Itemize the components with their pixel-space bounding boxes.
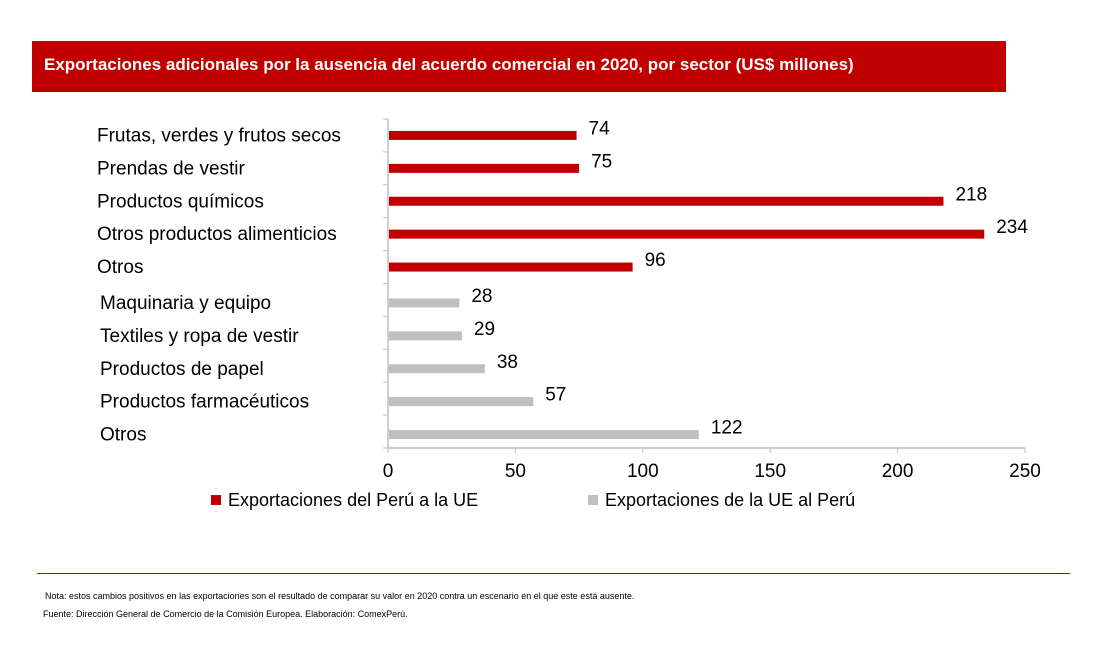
data-label: 75 <box>591 151 612 172</box>
category-label: Productos de papel <box>100 359 264 380</box>
data-label: 28 <box>471 286 492 307</box>
bar <box>389 364 485 374</box>
footer-divider <box>37 573 1070 574</box>
labels: 74 Frutas, verdes y frutos secos 75 Prendas… <box>97 118 1028 445</box>
category-label: Otros productos alimenticios <box>97 224 337 245</box>
category-label: Otros <box>97 257 143 278</box>
x-tick-label: 100 <box>627 461 659 482</box>
x-tick-label: 200 <box>882 461 914 482</box>
x-tick-label: 250 <box>1009 461 1041 482</box>
bar <box>389 331 462 341</box>
bar <box>389 130 577 140</box>
x-tick-label: 150 <box>754 461 786 482</box>
category-label: Productos químicos <box>97 191 264 212</box>
legend-label: Exportaciones de la UE al Perú <box>605 490 855 510</box>
title-bar: Exportaciones adicionales por la ausenci… <box>32 41 1006 92</box>
category-label: Otros <box>100 425 146 446</box>
data-label: 38 <box>497 352 518 373</box>
legend-swatch <box>588 495 598 505</box>
bar <box>389 397 534 407</box>
bar <box>389 229 985 239</box>
data-label: 122 <box>711 418 743 439</box>
x-tick-label: 50 <box>505 461 526 482</box>
category-label: Productos farmacéuticos <box>100 392 309 413</box>
footnote: Nota: estos cambios positivos en las exp… <box>45 591 635 601</box>
category-label: Prendas de vestir <box>97 158 246 179</box>
bar <box>389 262 633 272</box>
bar <box>389 430 699 440</box>
bar <box>389 196 944 206</box>
bar <box>389 298 460 308</box>
data-label: 234 <box>996 217 1028 238</box>
data-label: 218 <box>955 184 987 205</box>
data-label: 29 <box>474 319 495 340</box>
category-label: Frutas, verdes y frutos secos <box>97 125 341 146</box>
bar-chart: 0 50 100 150 200 250 74 Frutas, verdes y fruto… <box>97 118 1041 510</box>
source-note: Fuente: Dirección General de Comercio de… <box>43 609 408 619</box>
data-label: 96 <box>645 250 666 271</box>
category-label: Textiles y ropa de vestir <box>100 326 299 347</box>
legend-swatch <box>211 495 221 505</box>
chart-title: Exportaciones adicionales por la ausenci… <box>44 55 854 74</box>
axes: 0 50 100 150 200 250 <box>383 118 1041 482</box>
bars <box>389 130 985 440</box>
legend-label: Exportaciones del Perú a la UE <box>228 490 478 510</box>
category-label: Maquinaria y equipo <box>100 293 271 314</box>
data-label: 57 <box>545 385 566 406</box>
data-label: 74 <box>589 118 611 139</box>
legend: Exportaciones del Perú a la UE Exportacio… <box>211 490 855 510</box>
bar <box>389 163 580 173</box>
x-tick-label: 0 <box>383 461 394 482</box>
